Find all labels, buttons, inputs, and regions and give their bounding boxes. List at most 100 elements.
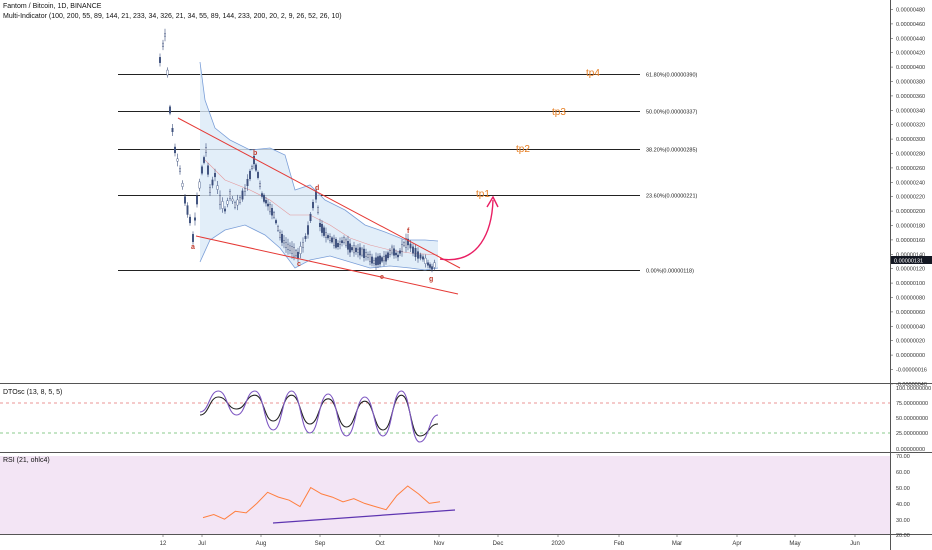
price-tick-label: 0.00000400 xyxy=(896,65,925,71)
candle-body xyxy=(365,252,368,258)
price-tick-label: 0.00000140 xyxy=(896,252,925,258)
time-tick-label: Sep xyxy=(315,541,326,547)
dtosc-tick-label: 25.00000000 xyxy=(896,431,928,437)
rsi-label: RSI (21, ohlc4) xyxy=(3,457,50,464)
price-tick-label: 0.00000080 xyxy=(896,296,925,302)
candle-body xyxy=(265,200,268,204)
candle-body xyxy=(401,244,404,252)
target-label: tp1 xyxy=(476,189,490,200)
rsi-axis[interactable]: 70.00 60.00 50.00 40.00 30.00 20.00 xyxy=(896,454,910,539)
dtosc-lines xyxy=(199,390,439,443)
time-tick-label: Feb xyxy=(614,541,625,547)
candle-body xyxy=(302,242,305,248)
candle-body xyxy=(293,246,296,257)
price-tick-label: 0.00000300 xyxy=(896,137,925,143)
candle-body xyxy=(295,250,298,257)
candle-body xyxy=(355,247,358,253)
candle-body xyxy=(291,245,294,254)
wave-label: b xyxy=(253,150,257,157)
candle-body xyxy=(387,252,390,259)
candle-body xyxy=(200,166,203,174)
rsi-tick-label: 50.00 xyxy=(896,486,910,492)
candle-body xyxy=(347,240,350,250)
price-tick-label: 0.00000260 xyxy=(896,166,925,172)
candle-body xyxy=(343,237,346,243)
price-tick-label: 0.00000280 xyxy=(896,152,925,158)
candle-body xyxy=(277,226,280,231)
candle-body xyxy=(173,146,176,154)
candle-body xyxy=(297,251,300,259)
candle-body xyxy=(424,257,427,265)
candle-body xyxy=(273,212,276,218)
candle-body xyxy=(317,207,320,213)
price-tick-label: 0.00000160 xyxy=(896,238,925,244)
wedge-lower-line[interactable] xyxy=(195,235,459,295)
rsi-divergence-line[interactable] xyxy=(272,509,456,524)
candle-body xyxy=(385,254,388,262)
candle-body xyxy=(379,255,382,265)
dtosc-tick-label: 0.00000000 xyxy=(896,447,925,453)
candle-body xyxy=(429,264,432,268)
candle-body xyxy=(399,250,402,254)
current-price-label: 0.00000131 xyxy=(894,258,923,264)
time-tick-label: Jul xyxy=(198,541,206,547)
candle-body xyxy=(363,248,366,258)
rsi-tick-label: 70.00 xyxy=(896,454,910,460)
candle-body xyxy=(216,185,219,190)
dtosc-tick-label: 75.00000000 xyxy=(896,401,928,407)
candle-body xyxy=(389,250,392,256)
candle-body xyxy=(226,200,229,205)
time-axis[interactable]: 12 Jul Aug Sep Oct Nov Dec 2020 Feb Mar Apr May Jun xyxy=(160,534,860,547)
rsi-tick-label: 20.00 xyxy=(896,533,910,539)
dtosc-fast-line xyxy=(199,390,439,443)
candle-body xyxy=(299,246,302,254)
price-tick-label: 0.00000480 xyxy=(896,8,925,14)
price-tick-label: -0.00000016 xyxy=(896,368,927,374)
candle-body xyxy=(417,251,420,259)
candle-body xyxy=(211,179,214,186)
candle-body xyxy=(321,223,324,233)
time-tick-label: Jun xyxy=(850,541,860,547)
fib-label: 38.20%(0.00000285) xyxy=(646,148,698,154)
time-tick-label: Dec xyxy=(493,541,504,547)
candle-body xyxy=(228,191,231,199)
candle-body xyxy=(304,236,307,239)
fib-label: 0.00%(0.00000118) xyxy=(646,269,694,275)
candle-body xyxy=(335,238,338,248)
candle-body xyxy=(419,254,422,259)
candle-body xyxy=(195,195,198,205)
candle-body xyxy=(333,237,336,246)
candle-body xyxy=(275,220,278,224)
candle-body xyxy=(283,239,286,244)
candle-body xyxy=(213,172,216,178)
candle-body xyxy=(312,201,315,209)
candle-body xyxy=(250,165,253,169)
dtosc-axis[interactable]: 100.00000000 75.00000000 50.00000000 25.000… xyxy=(896,386,931,453)
candle-body xyxy=(393,248,396,256)
candle-body xyxy=(231,198,234,202)
candle-body xyxy=(351,247,354,251)
candle-body xyxy=(414,247,417,257)
wedge-upper-line[interactable] xyxy=(177,117,461,269)
time-tick-label: Oct xyxy=(375,541,385,547)
rsi-line xyxy=(202,485,441,520)
candle-body xyxy=(246,178,249,186)
candle-body xyxy=(353,245,356,254)
candle-body xyxy=(412,246,415,254)
rsi-tick-label: 40.00 xyxy=(896,502,910,508)
price-axis[interactable]: 0.00000480 0.00000460 0.00000440 0.00000420… xyxy=(890,8,927,388)
price-pane[interactable] xyxy=(0,0,890,383)
price-tick-label: 0.00000000 xyxy=(896,353,925,359)
candle-body xyxy=(166,69,169,76)
candle-body xyxy=(158,57,161,63)
candle-body xyxy=(369,254,372,262)
target-label: tp3 xyxy=(552,107,566,118)
candle-body xyxy=(204,147,207,153)
candle-body xyxy=(381,257,384,262)
candle-body xyxy=(259,182,262,187)
time-tick-label: Nov xyxy=(434,541,445,547)
candle-body xyxy=(263,194,266,202)
candle-body xyxy=(329,236,332,241)
candle-body xyxy=(431,266,434,270)
